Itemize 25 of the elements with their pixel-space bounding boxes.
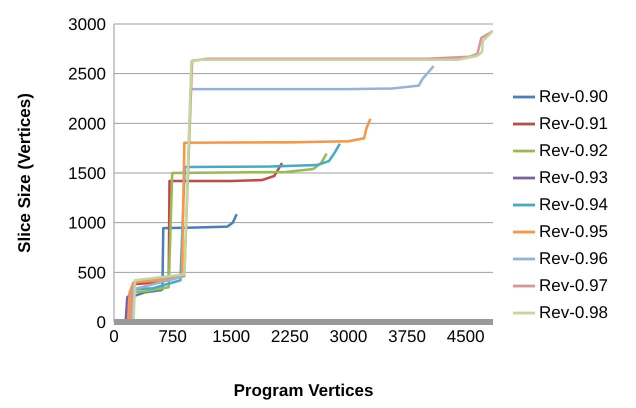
legend-label: Rev-0.90 xyxy=(539,86,608,106)
x-tick-label: 0 xyxy=(109,327,119,346)
legend-label: Rev-0.95 xyxy=(539,222,608,240)
x-tick-label: 750 xyxy=(158,327,187,346)
y-tick-label: 2000 xyxy=(68,114,106,134)
legend-label: Rev-0.96 xyxy=(539,248,608,268)
legend-label: Rev-0.93 xyxy=(539,168,608,186)
y-tick-label: 1000 xyxy=(68,214,106,233)
y-tick-label: 0 xyxy=(96,313,106,332)
legend-label: Rev-0.97 xyxy=(539,276,608,294)
legend-label: Rev-0.91 xyxy=(539,114,608,132)
y-axis-title: Slice Size (Vertices) xyxy=(15,93,34,253)
x-tick-label: 2250 xyxy=(270,327,309,346)
legend-label: Rev-0.92 xyxy=(539,140,608,160)
y-tick-label: 2500 xyxy=(68,64,106,84)
x-tick-label: 3750 xyxy=(388,327,426,346)
x-tick-label: 3000 xyxy=(330,327,368,346)
legend-label: Rev-0.94 xyxy=(539,194,608,214)
x-tick-label: 4500 xyxy=(446,327,485,346)
legend-label: Rev-0.98 xyxy=(539,302,608,322)
y-tick-label: 3000 xyxy=(68,15,106,34)
y-tick-label: 500 xyxy=(78,263,106,282)
y-tick-label: 1500 xyxy=(68,164,106,184)
x-axis-title: Program Vertices xyxy=(234,381,374,400)
x-tick-label: 1500 xyxy=(212,327,250,346)
